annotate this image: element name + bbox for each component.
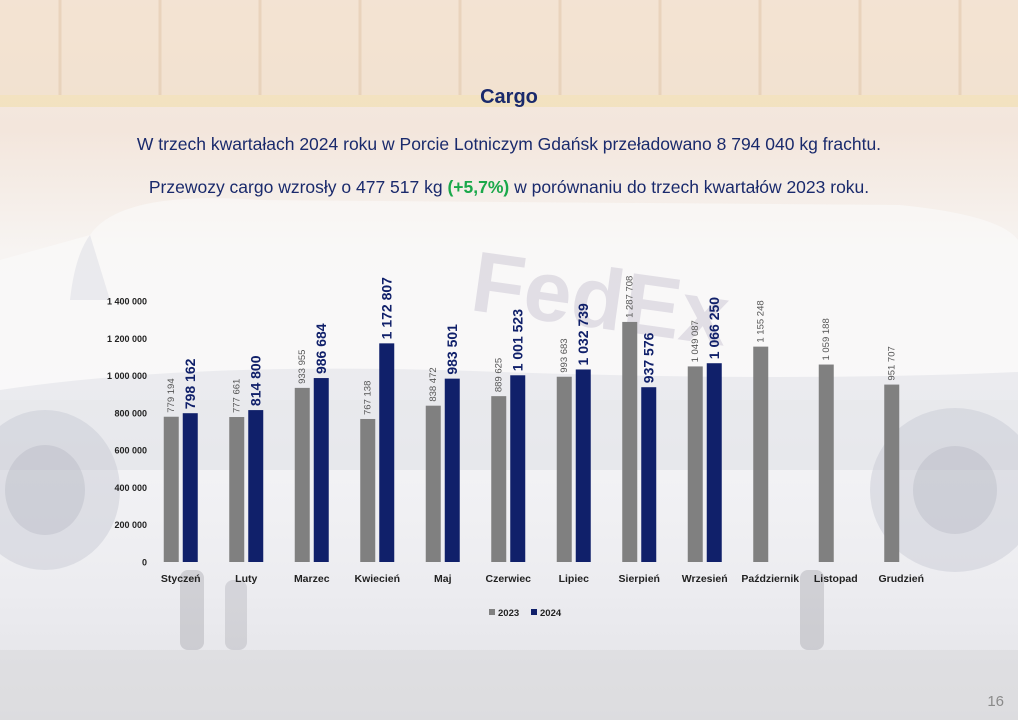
legend-swatch-2023 <box>489 609 495 615</box>
data-label-2024: 1 172 807 <box>379 277 395 339</box>
data-label-2024: 986 684 <box>313 323 329 374</box>
data-label-2024: 814 800 <box>248 355 264 406</box>
data-label-2024: 798 162 <box>182 358 198 409</box>
data-label-2023: 838 472 <box>428 367 439 401</box>
x-tick-label: Wrzesień <box>682 573 728 585</box>
y-tick-label: 800 000 <box>114 408 147 418</box>
data-label-2023: 767 138 <box>363 381 374 415</box>
summary-line-total: W trzech kwartałach 2024 roku w Porcie L… <box>136 134 882 154</box>
x-tick-label: Listopad <box>814 573 858 585</box>
data-label-2024: 1 066 250 <box>706 297 722 359</box>
growth-text-after: w porównaniu do trzech kwartałów 2023 ro… <box>509 177 870 197</box>
data-label-2023: 1 287 708 <box>625 276 636 318</box>
bar-2023 <box>818 364 834 562</box>
data-label-2024: 937 576 <box>641 332 657 383</box>
y-tick-label: 1 200 000 <box>107 334 147 344</box>
x-tick-label: Październik <box>741 573 799 585</box>
legend-label-2023: 2023 <box>498 608 519 619</box>
data-label-2024: 1 001 523 <box>510 309 526 371</box>
bar-2023 <box>360 418 376 562</box>
x-tick-label: Luty <box>235 573 257 585</box>
y-tick-label: 600 000 <box>114 446 147 456</box>
bar-2024 <box>182 413 198 562</box>
page-number: 16 <box>987 693 1004 710</box>
data-label-2023: 933 955 <box>297 350 308 384</box>
x-tick-label: Grudzień <box>878 573 924 585</box>
bar-2024 <box>510 375 526 562</box>
x-tick-label: Marzec <box>294 573 330 585</box>
x-tick-label: Kwiecień <box>354 573 400 585</box>
bar-2023 <box>884 384 900 562</box>
y-tick-label: 400 000 <box>114 483 147 493</box>
legend-swatch-2024 <box>531 609 537 615</box>
bar-2023 <box>229 417 245 562</box>
bar-2023 <box>294 387 310 562</box>
bar-2024 <box>379 343 395 562</box>
bar-2023 <box>556 376 572 562</box>
x-tick-label: Maj <box>434 573 452 585</box>
data-label-2023: 779 194 <box>166 378 177 412</box>
x-tick-label: Czerwiec <box>485 573 531 585</box>
bar-2024 <box>575 369 591 562</box>
y-tick-label: 1 400 000 <box>107 297 147 307</box>
bar-2024 <box>444 378 460 562</box>
data-label-2023: 1 049 087 <box>690 320 701 362</box>
bar-2023 <box>425 405 441 562</box>
y-tick-label: 0 <box>142 558 147 568</box>
bar-2024 <box>248 410 264 562</box>
legend-label-2024: 2024 <box>540 608 562 619</box>
bar-2023 <box>687 366 703 562</box>
data-label-2023: 889 625 <box>494 358 505 392</box>
data-label-2023: 777 661 <box>232 379 243 413</box>
bar-2023 <box>491 396 507 562</box>
data-label-2023: 951 707 <box>887 346 898 380</box>
data-label-2024: 1 032 739 <box>575 303 591 365</box>
x-tick-label: Lipiec <box>559 573 590 585</box>
x-tick-label: Styczeń <box>161 573 201 585</box>
bar-2023 <box>622 321 638 562</box>
bar-2023 <box>163 416 179 562</box>
y-tick-label: 200 000 <box>114 520 147 530</box>
bar-2024 <box>313 378 329 562</box>
growth-text-before: Przewozy cargo wzrosły o 477 517 kg <box>148 177 448 197</box>
data-label-2023: 1 059 188 <box>821 318 832 360</box>
summary-line-growth: Przewozy cargo wzrosły o 477 517 kg (+5,… <box>0 177 1018 198</box>
x-tick-label: Sierpień <box>619 573 660 585</box>
bar-2024 <box>706 363 722 562</box>
data-label-2023: 1 155 248 <box>756 300 767 342</box>
data-label-2023: 993 683 <box>559 338 570 372</box>
y-tick-label: 1 000 000 <box>107 371 147 381</box>
growth-percentage: (+5,7%) <box>447 177 510 197</box>
data-label-2024: 983 501 <box>444 324 460 375</box>
bar-2023 <box>753 346 769 562</box>
slide-title: Cargo <box>480 86 538 108</box>
bar-2024 <box>641 387 657 562</box>
